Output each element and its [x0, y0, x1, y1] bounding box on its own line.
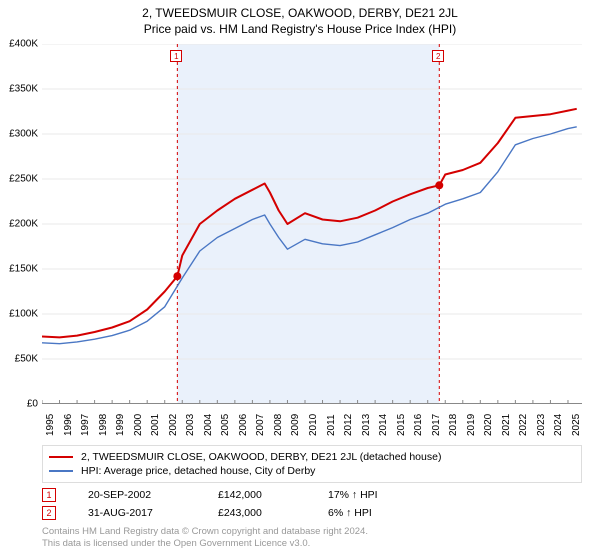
x-axis-label: 2020 [483, 414, 494, 436]
x-axis-label: 2017 [431, 414, 442, 436]
chart-container: 2, TWEEDSMUIR CLOSE, OAKWOOD, DERBY, DE2… [0, 0, 600, 560]
transaction-date: 31-AUG-2017 [88, 507, 218, 519]
x-axis-label: 2016 [413, 414, 424, 436]
y-axis-label: £0 [27, 399, 38, 410]
x-axis-label: 2022 [518, 414, 529, 436]
attribution: Contains HM Land Registry data © Crown c… [42, 526, 368, 551]
transactions-table: 1 20-SEP-2002£142,00017% ↑ HPI 2 31-AUG-201… [42, 486, 582, 522]
event-marker-badge: 1 [170, 50, 182, 62]
x-axis-label: 2023 [536, 414, 547, 436]
x-axis-label: 1997 [80, 414, 91, 436]
x-axis-label: 2013 [361, 414, 372, 436]
x-axis-label: 2021 [501, 414, 512, 436]
transaction-date: 20-SEP-2002 [88, 489, 218, 501]
x-axis-label: 2010 [308, 414, 319, 436]
transaction-row: 1 20-SEP-2002£142,00017% ↑ HPI [42, 486, 582, 504]
x-axis-label: 2000 [133, 414, 144, 436]
x-axis-label: 1995 [45, 414, 56, 436]
x-axis-label: 2006 [238, 414, 249, 436]
y-axis-label: £150K [9, 264, 38, 275]
x-axis-label: 2011 [326, 414, 337, 436]
transaction-row: 2 31-AUG-2017£243,0006% ↑ HPI [42, 504, 582, 522]
chart-title-address: 2, TWEEDSMUIR CLOSE, OAKWOOD, DERBY, DE2… [0, 0, 600, 20]
x-axis-label: 2005 [220, 414, 231, 436]
x-axis-label: 2012 [343, 414, 354, 436]
x-axis-label: 2009 [290, 414, 301, 436]
x-axis-label: 2001 [150, 414, 161, 436]
legend-label: 2, TWEEDSMUIR CLOSE, OAKWOOD, DERBY, DE2… [81, 451, 441, 463]
transaction-price: £243,000 [218, 507, 328, 519]
x-axis-label: 2002 [168, 414, 179, 436]
legend: 2, TWEEDSMUIR CLOSE, OAKWOOD, DERBY, DE2… [42, 445, 582, 483]
x-axis-label: 2024 [553, 414, 564, 436]
chart-svg [42, 44, 582, 404]
event-marker-badge: 2 [432, 50, 444, 62]
attribution-line2: This data is licensed under the Open Gov… [42, 538, 368, 550]
legend-swatch [49, 470, 73, 472]
y-axis-label: £200K [9, 219, 38, 230]
attribution-line1: Contains HM Land Registry data © Crown c… [42, 526, 368, 538]
x-axis-label: 2018 [448, 414, 459, 436]
y-axis-label: £300K [9, 129, 38, 140]
transaction-vs-hpi: 6% ↑ HPI [328, 507, 438, 519]
legend-item: 2, TWEEDSMUIR CLOSE, OAKWOOD, DERBY, DE2… [49, 450, 575, 464]
y-axis-label: £50K [15, 354, 38, 365]
transaction-marker-badge: 1 [42, 488, 56, 502]
x-axis-label: 1999 [115, 414, 126, 436]
x-axis-label: 2019 [466, 414, 477, 436]
legend-swatch [49, 456, 73, 458]
y-axis-label: £250K [9, 174, 38, 185]
x-axis-label: 2007 [255, 414, 266, 436]
x-axis-label: 1998 [98, 414, 109, 436]
chart-plot-area: £0£50K£100K£150K£200K£250K£300K£350K£400… [42, 44, 582, 404]
legend-label: HPI: Average price, detached house, City… [81, 465, 315, 477]
y-axis-label: £400K [9, 39, 38, 50]
x-axis-label: 2014 [378, 414, 389, 436]
y-axis-label: £350K [9, 84, 38, 95]
y-axis-label: £100K [9, 309, 38, 320]
transaction-marker-badge: 2 [42, 506, 56, 520]
x-axis-label: 1996 [63, 414, 74, 436]
transaction-vs-hpi: 17% ↑ HPI [328, 489, 438, 501]
x-axis-label: 2003 [185, 414, 196, 436]
transaction-price: £142,000 [218, 489, 328, 501]
x-axis-label: 2015 [396, 414, 407, 436]
legend-item: HPI: Average price, detached house, City… [49, 464, 575, 478]
x-axis-label: 2004 [203, 414, 214, 436]
x-axis-label: 2008 [273, 414, 284, 436]
chart-title-subtitle: Price paid vs. HM Land Registry's House … [0, 20, 600, 36]
x-axis-label: 2025 [571, 414, 582, 436]
